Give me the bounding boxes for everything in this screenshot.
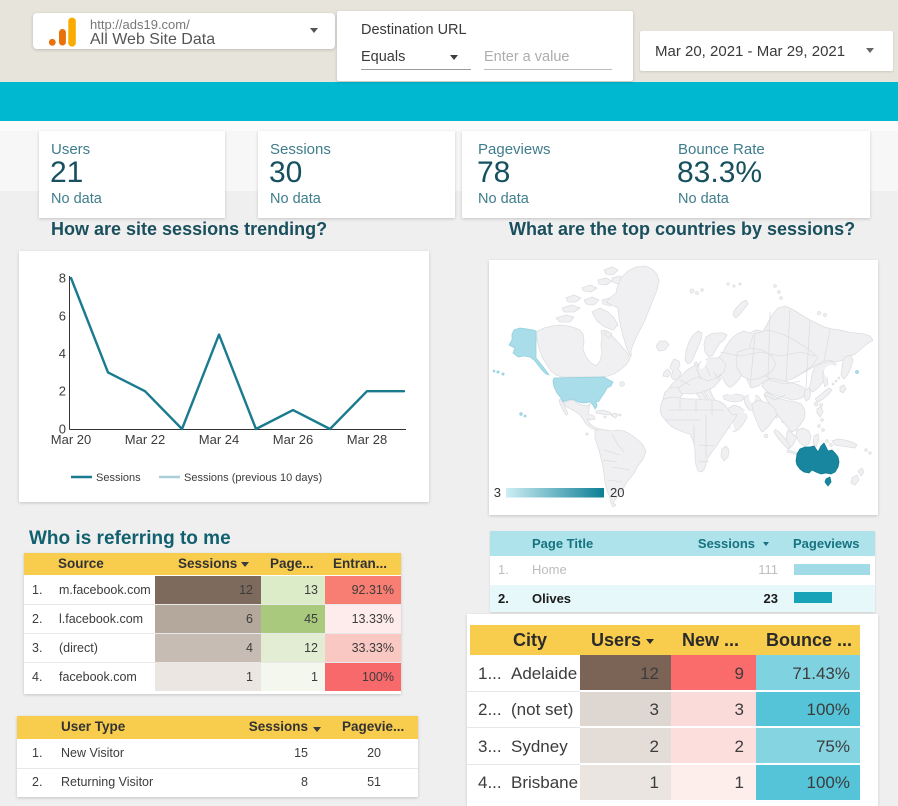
svg-text:Mar 22: Mar 22 — [125, 432, 165, 447]
svg-text:3: 3 — [494, 485, 501, 500]
svg-text:Mar 28: Mar 28 — [347, 432, 387, 447]
svg-text:Mar 26: Mar 26 — [273, 432, 313, 447]
svg-text:2: 2 — [59, 384, 66, 399]
svg-text:Mar 20: Mar 20 — [51, 432, 91, 447]
svg-text:0: 0 — [59, 422, 66, 437]
svg-text:20: 20 — [610, 485, 624, 500]
svg-text:4: 4 — [59, 346, 66, 361]
svg-text:Sessions (previous 10 days): Sessions (previous 10 days) — [184, 472, 322, 484]
svg-text:Sessions: Sessions — [96, 472, 141, 484]
svg-text:8: 8 — [59, 271, 66, 286]
svg-text:Mar 24: Mar 24 — [199, 432, 239, 447]
svg-text:6: 6 — [59, 308, 66, 323]
